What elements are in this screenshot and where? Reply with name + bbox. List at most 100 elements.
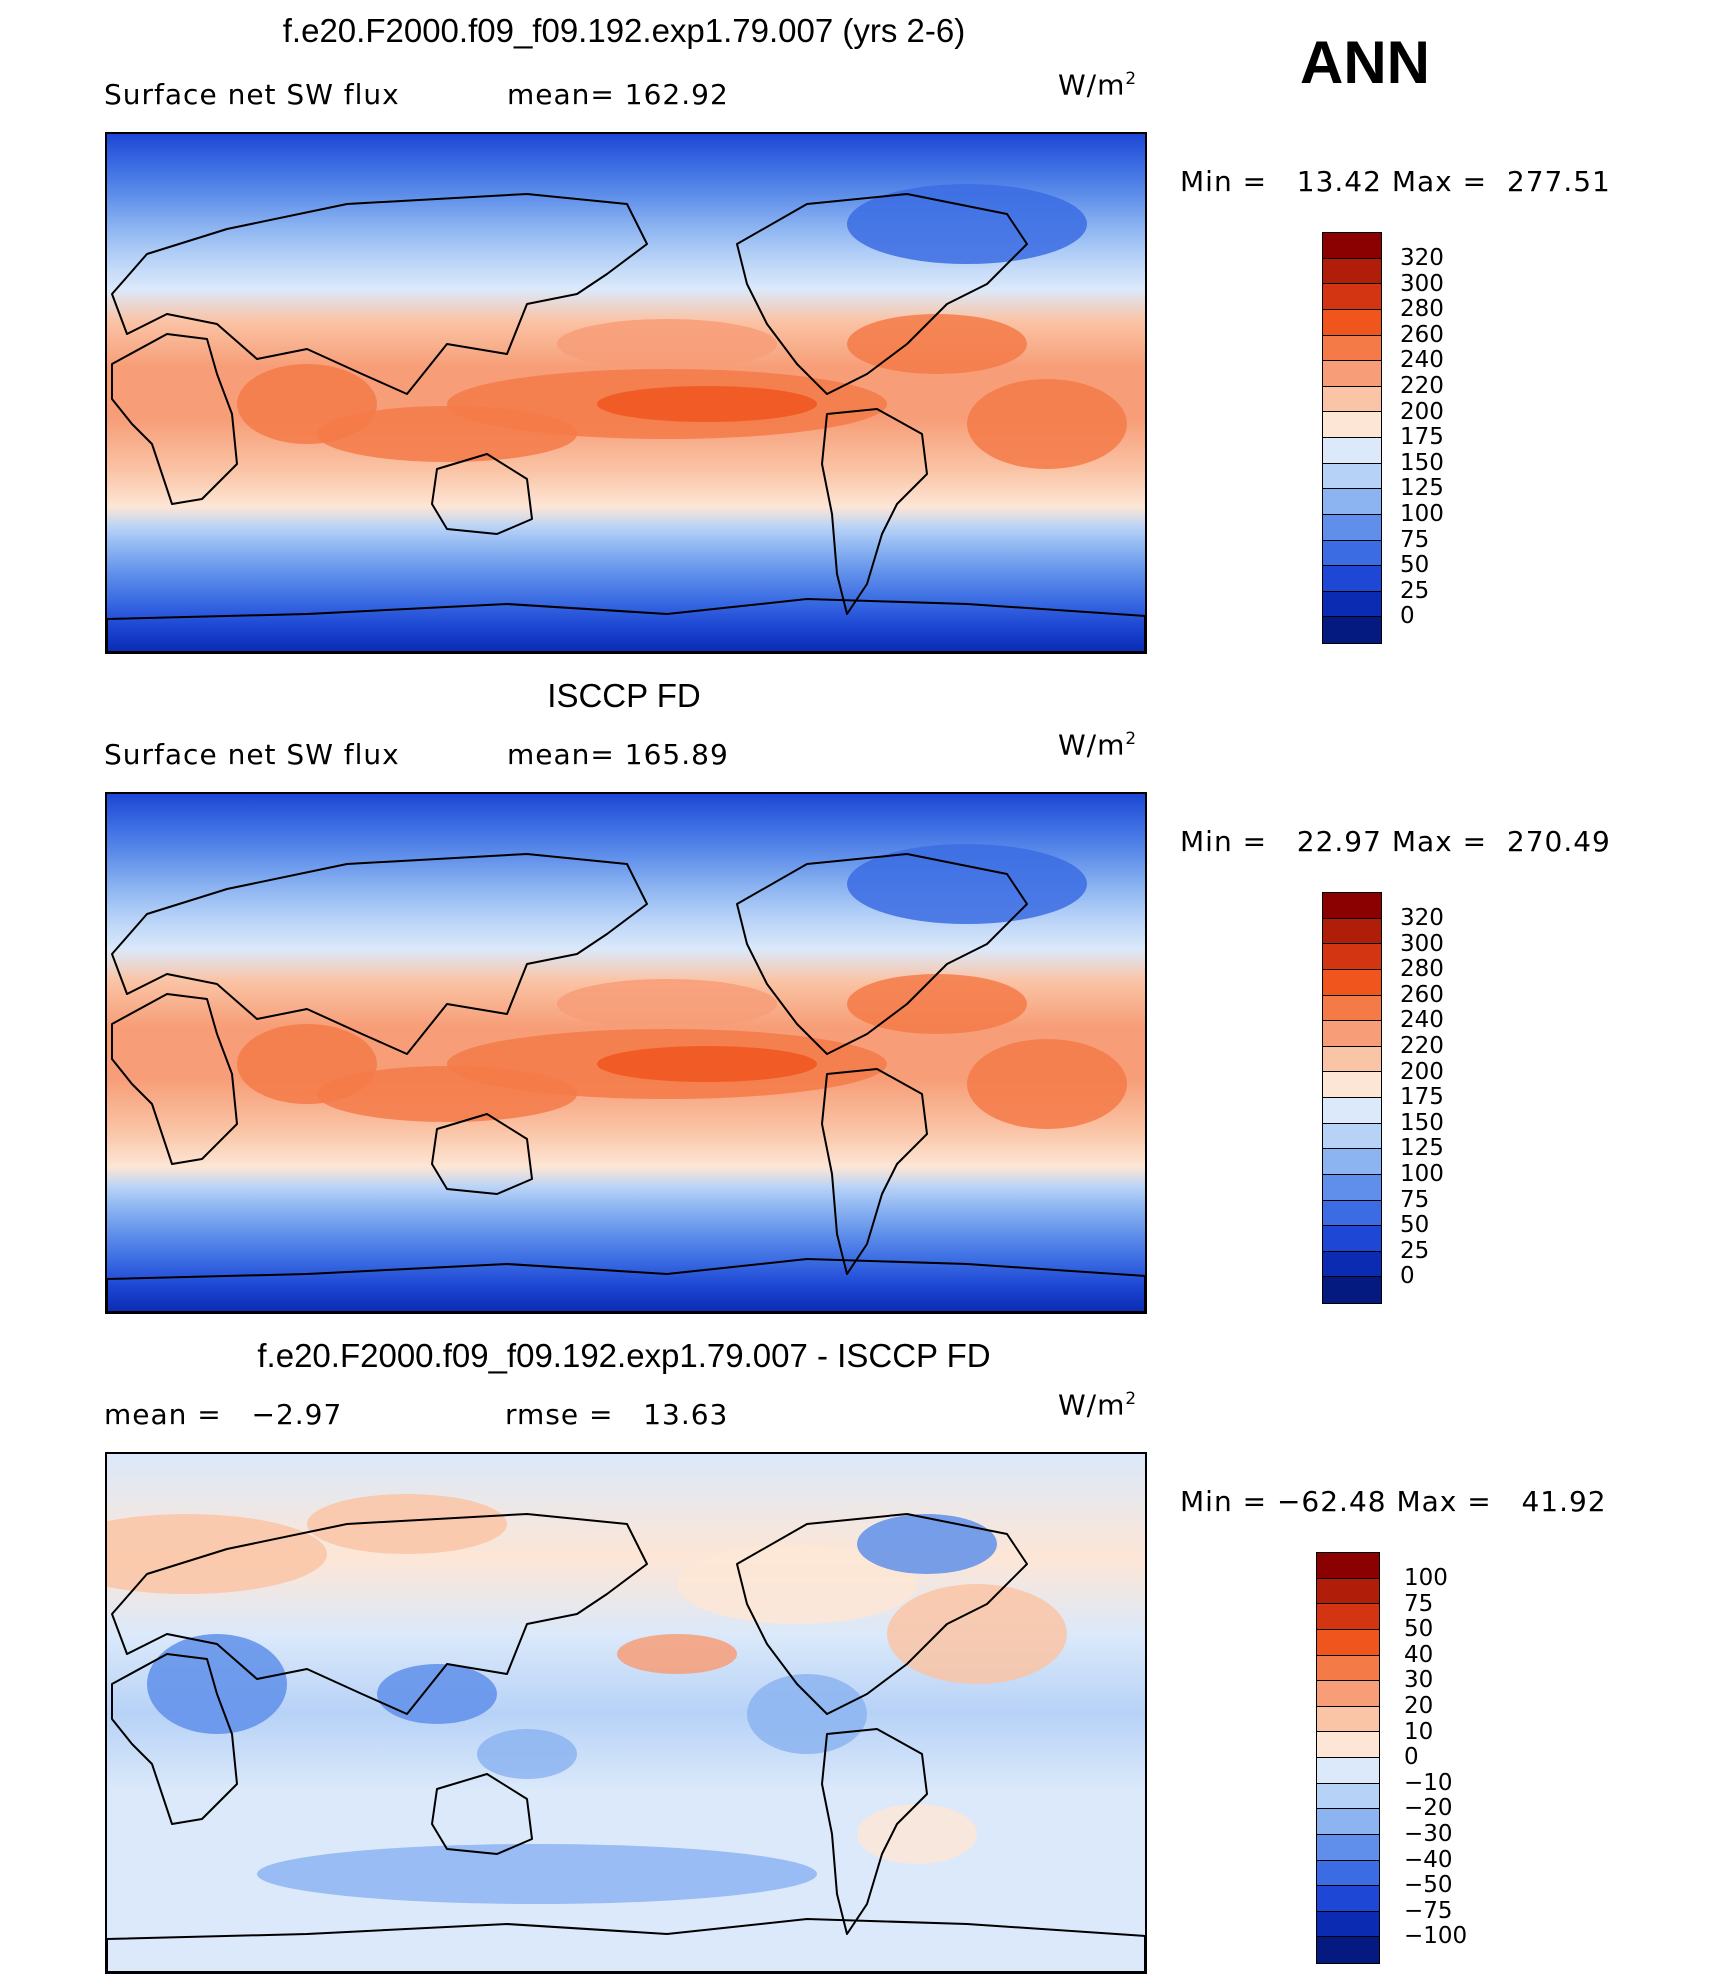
panel1-title: f.e20.F2000.f09_f09.192.exp1.79.007 (yrs… <box>282 12 966 49</box>
colorbar-swatch <box>1323 1021 1381 1047</box>
panel3-min-value: −62.48 <box>1276 1485 1387 1518</box>
panel3-map <box>105 1452 1147 1974</box>
panel3-mean-label: mean = −2.97 <box>104 1398 343 1431</box>
colorbar-tick-label: 200 <box>1400 398 1444 425</box>
colorbar-swatch <box>1323 617 1381 643</box>
panel3-colorbar <box>1316 1552 1380 1964</box>
colorbar-tick-label: 50 <box>1400 1212 1430 1239</box>
colorbar-tick-label: −20 <box>1404 1795 1453 1822</box>
colorbar-swatch <box>1323 514 1381 541</box>
colorbar-swatch <box>1323 1200 1381 1227</box>
colorbar-tick-label: −40 <box>1404 1846 1453 1873</box>
colorbar-swatch <box>1323 1098 1381 1124</box>
colorbar-swatch <box>1317 1578 1379 1605</box>
panel3-minmax: Min = −62.48 Max = 41.92 <box>1180 1485 1607 1518</box>
colorbar-tick-label: 100 <box>1400 1160 1444 1187</box>
panel2-max-value: 270.49 <box>1506 825 1611 858</box>
panel1-colorbar-labels: 320 300 280 260 240 220 200 175 150 125 100 75 50 25 0 <box>1400 245 1444 630</box>
colorbar-tick-label: 260 <box>1400 321 1444 348</box>
colorbar-swatch <box>1323 1251 1381 1278</box>
colorbar-swatch <box>1323 412 1381 438</box>
colorbar-swatch <box>1323 944 1381 970</box>
colorbar-tick-label: 75 <box>1400 1186 1430 1213</box>
panel1-max-value: 277.51 <box>1506 165 1611 198</box>
panel2-colorbar <box>1322 892 1382 1304</box>
colorbar-swatch <box>1317 1834 1379 1861</box>
colorbar-swatch <box>1323 1123 1381 1150</box>
colorbar-tick-label: 175 <box>1400 1084 1444 1111</box>
colorbar-tick-label: 10 <box>1404 1718 1434 1745</box>
colorbar-swatch <box>1317 1732 1379 1758</box>
colorbar-tick-label: −30 <box>1404 1820 1453 1847</box>
colorbar-tick-label: 30 <box>1404 1667 1434 1694</box>
colorbar-tick-label: 150 <box>1400 1109 1444 1136</box>
panel1-min-value: 13.42 <box>1296 165 1382 198</box>
colorbar-swatch <box>1323 893 1381 919</box>
colorbar-tick-label: −75 <box>1404 1897 1453 1924</box>
colorbar-swatch <box>1317 1911 1379 1938</box>
colorbar-tick-label: 280 <box>1400 296 1444 323</box>
colorbar-swatch <box>1323 566 1381 592</box>
panel2-colorbar-labels: 320 300 280 260 240 220 200 175 150 125 100 75 50 25 0 <box>1400 905 1444 1290</box>
colorbar-swatch <box>1323 361 1381 387</box>
colorbar-swatch <box>1323 1226 1381 1252</box>
panel3-rmse-value: 13.63 <box>643 1398 729 1431</box>
colorbar-swatch <box>1317 1886 1379 1912</box>
panel1-map <box>105 132 1147 654</box>
colorbar-swatch <box>1323 335 1381 362</box>
panel3-max-value: 41.92 <box>1521 1485 1607 1518</box>
colorbar-tick-label: 300 <box>1400 270 1444 297</box>
colorbar-swatch <box>1323 233 1381 259</box>
colorbar-swatch <box>1323 309 1381 336</box>
colorbar-swatch <box>1323 1174 1381 1201</box>
colorbar-swatch <box>1323 386 1381 413</box>
colorbar-swatch <box>1323 995 1381 1022</box>
colorbar-tick-label: 50 <box>1404 1616 1434 1643</box>
colorbar-tick-label: −50 <box>1404 1872 1453 1899</box>
colorbar-swatch <box>1317 1860 1379 1887</box>
panel3-rmse-label: rmse = 13.63 <box>505 1398 729 1431</box>
colorbar-swatch <box>1323 258 1381 285</box>
panel3-mean-value: −2.97 <box>251 1398 343 1431</box>
colorbar-tick-label: 150 <box>1400 449 1444 476</box>
colorbar-swatch <box>1323 1149 1381 1175</box>
colorbar-tick-label: 320 <box>1400 245 1444 271</box>
colorbar-tick-label: 320 <box>1400 905 1444 931</box>
panel2-title: ISCCP FD <box>547 677 701 714</box>
colorbar-tick-label: −10 <box>1404 1769 1453 1796</box>
colorbar-tick-label: 0 <box>1400 603 1415 630</box>
colorbar-swatch <box>1323 438 1381 464</box>
panel1-minmax: Min = 13.42 Max = 277.51 <box>1180 165 1611 198</box>
colorbar-swatch <box>1323 489 1381 515</box>
colorbar-tick-label: 220 <box>1400 372 1444 399</box>
colorbar-tick-label: 20 <box>1404 1692 1434 1719</box>
panel1-units: W/m2 <box>1058 68 1138 102</box>
panel2-mean-label: mean= 165.89 <box>507 738 729 771</box>
colorbar-tick-label: 175 <box>1400 424 1444 451</box>
colorbar-tick-label: 300 <box>1400 930 1444 957</box>
colorbar-tick-label: 240 <box>1400 347 1444 374</box>
colorbar-swatch <box>1317 1681 1379 1707</box>
panel1-mean-label: mean= 162.92 <box>507 78 729 111</box>
panel3-title: f.e20.F2000.f09_f09.192.exp1.79.007 - IS… <box>257 1337 991 1374</box>
colorbar-swatch <box>1317 1629 1379 1656</box>
colorbar-tick-label: 0 <box>1400 1263 1415 1290</box>
colorbar-tick-label: 25 <box>1400 1237 1430 1264</box>
colorbar-swatch <box>1317 1604 1379 1630</box>
colorbar-swatch <box>1317 1783 1379 1810</box>
colorbar-tick-label: 75 <box>1404 1590 1434 1617</box>
colorbar-swatch <box>1323 1046 1381 1073</box>
colorbar-swatch <box>1323 1277 1381 1303</box>
colorbar-swatch <box>1317 1809 1379 1835</box>
panel2-map <box>105 792 1147 1314</box>
colorbar-tick-label: 100 <box>1404 1565 1448 1591</box>
colorbar-tick-label: 0 <box>1404 1744 1419 1771</box>
colorbar-swatch <box>1323 969 1381 996</box>
colorbar-tick-label: 40 <box>1404 1641 1434 1668</box>
colorbar-tick-label: 75 <box>1400 526 1430 553</box>
colorbar-tick-label: 260 <box>1400 981 1444 1008</box>
colorbar-swatch <box>1323 284 1381 310</box>
panel3-colorbar-labels: 100 75 50 40 30 20 10 0 −10 −20 −30 −40 −50 −75 −100 <box>1404 1565 1467 1950</box>
colorbar-swatch <box>1323 463 1381 490</box>
colorbar-tick-label: 100 <box>1400 500 1444 527</box>
